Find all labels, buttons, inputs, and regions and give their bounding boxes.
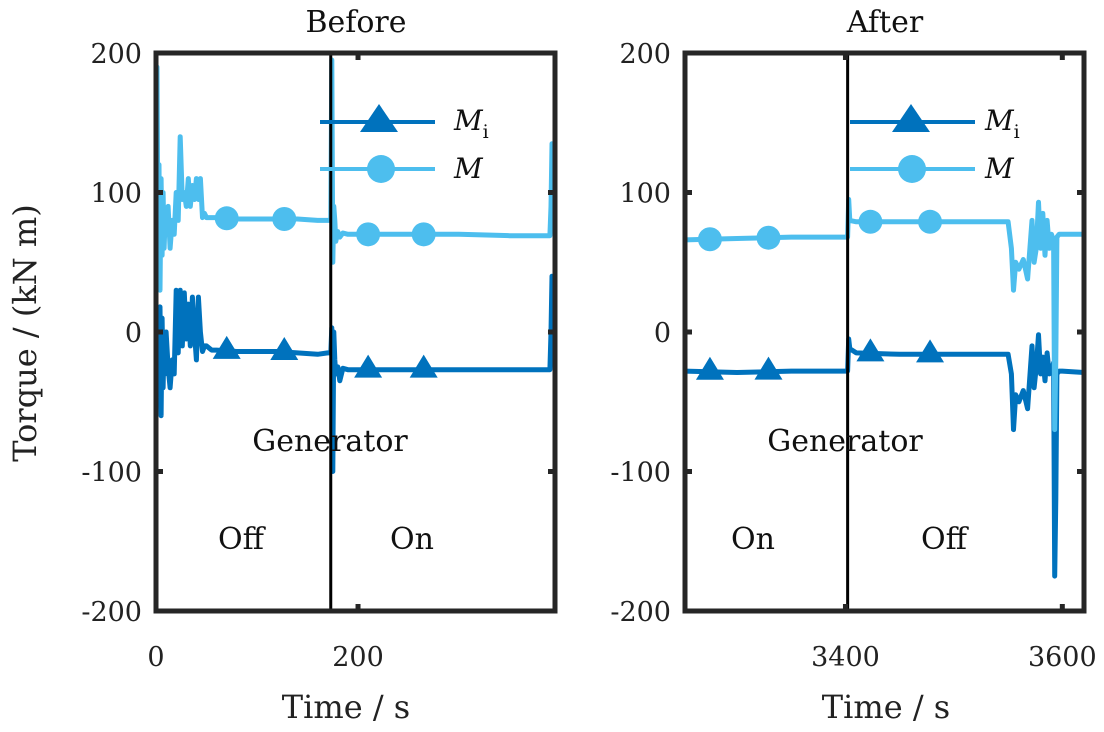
series-line-m [156, 57, 555, 293]
tick-layer: -200 -100 0 100 200 3400 3600 [610, 39, 1096, 673]
legend-label-mi-main: M [984, 104, 1015, 137]
legend-label-mi: Mi [453, 104, 489, 143]
x-tick-label: 3600 [1028, 642, 1097, 673]
annotation-on: On [390, 522, 434, 557]
annotation-on: On [731, 522, 775, 557]
data-point-triangle-mi [695, 356, 724, 380]
annotation-off: Off [921, 522, 970, 557]
series-line-mi [156, 273, 555, 474]
legend-label-m: M [453, 152, 484, 185]
panel-title: After [846, 5, 924, 40]
x-axis-title: Time / s [822, 688, 950, 726]
marker-layer [212, 206, 438, 378]
data-point-triangle-mi [212, 335, 241, 359]
legend-item-m: M [850, 152, 1015, 185]
legend-label-m: M [984, 152, 1015, 185]
y-tick-label: -100 [610, 458, 671, 489]
series-layer [685, 197, 1084, 579]
plot-frame [153, 50, 558, 614]
legend-label-mi-sub: i [483, 121, 489, 143]
panel-before: Before -200 -100 0 100 200 0 200 Generator Off… [81, 5, 558, 726]
legend-label-mi-sub: i [1014, 121, 1020, 143]
legend-item-mi: Mi [320, 104, 489, 143]
y-tick-label: -100 [81, 458, 142, 489]
data-point-triangle-mi [856, 338, 885, 362]
legend-circle-marker-icon [367, 155, 395, 183]
annotation-generator: Generator [252, 424, 408, 459]
y-tick-label: -200 [81, 597, 142, 628]
data-point-triangle-mi [354, 354, 383, 378]
x-tick-label: 200 [332, 642, 384, 673]
tick-layer: -200 -100 0 100 200 0 200 [81, 39, 555, 673]
data-point-circle-m [356, 222, 381, 247]
data-point-circle-m [214, 206, 239, 231]
legend-label-mi-main: M [453, 104, 484, 137]
y-tick-label: 200 [619, 39, 671, 70]
annotation-off: Off [218, 522, 267, 557]
data-point-circle-m [756, 225, 781, 250]
y-tick-label: -200 [610, 597, 671, 628]
legend-triangle-marker-icon [360, 104, 398, 132]
data-point-triangle-mi [270, 337, 299, 361]
legend: Mi M [850, 104, 1020, 185]
annotation-generator: Generator [767, 424, 923, 459]
legend: Mi M [320, 104, 489, 185]
legend-item-m: M [320, 152, 484, 185]
data-point-circle-m [697, 227, 722, 252]
x-tick-label: 0 [147, 642, 164, 673]
legend-item-mi: Mi [850, 104, 1020, 143]
y-tick-label: 200 [90, 39, 142, 70]
legend-triangle-marker-icon [892, 104, 930, 132]
data-point-circle-m [918, 209, 943, 234]
legend-circle-marker-icon [898, 155, 926, 183]
y-tick-label: 100 [619, 179, 671, 210]
series-line-m [685, 197, 1084, 433]
data-point-triangle-mi [916, 339, 945, 363]
y-tick-label: 0 [125, 318, 142, 349]
data-point-circle-m [858, 209, 883, 234]
data-point-triangle-mi [409, 354, 438, 378]
x-axis-title: Time / s [282, 688, 410, 726]
marker-layer [695, 209, 945, 380]
data-point-circle-m [272, 207, 297, 232]
panel-title: Before [305, 5, 406, 40]
y-axis-title: Torque / (kN m) [6, 204, 44, 461]
data-point-triangle-mi [754, 356, 783, 380]
series-line-mi [685, 332, 1084, 579]
y-tick-label: 0 [654, 318, 671, 349]
data-point-circle-m [411, 222, 436, 247]
legend-label-mi: Mi [984, 104, 1020, 143]
series-layer [156, 57, 555, 474]
x-tick-label: 3400 [811, 642, 880, 673]
y-tick-label: 100 [90, 179, 142, 210]
